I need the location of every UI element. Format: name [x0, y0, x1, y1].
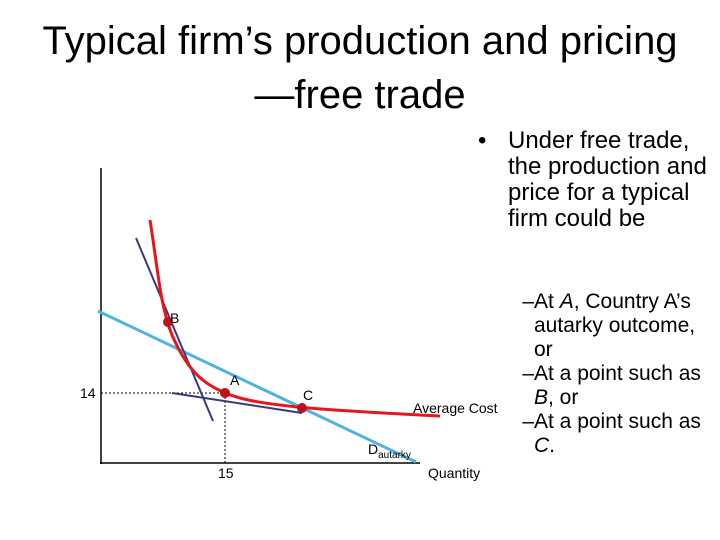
point [163, 317, 173, 327]
text: At [534, 290, 560, 313]
curve-label: Average Cost [413, 400, 498, 416]
text: . [549, 434, 556, 457]
demand-line [97, 309, 417, 464]
slide-title: Typical firm’s production and pricing—fr… [42, 19, 678, 117]
text: C [534, 434, 550, 457]
point [220, 388, 230, 398]
text: B [534, 386, 549, 409]
point-label: B [170, 310, 179, 326]
sub-bullet: At a point such as B, or [500, 362, 712, 410]
point-label: C [303, 387, 313, 403]
subscript: autarky [378, 450, 411, 461]
text: , or [548, 386, 579, 409]
point-label: A [230, 372, 240, 388]
y-value-label: 14 [80, 385, 96, 401]
point [297, 403, 307, 413]
text: At a point such as [534, 410, 701, 433]
text: A [559, 290, 574, 313]
average-cost-curve [148, 219, 441, 418]
sub-bullet: At A, Country A’s autarky outcome, or [500, 290, 712, 362]
x-value-label: 15 [218, 465, 234, 481]
text: At a point such as [534, 362, 701, 385]
bullet: Under free trade, the production and pri… [478, 128, 714, 232]
curve-label: Dautarky [368, 441, 411, 461]
tangent-line [135, 237, 214, 422]
text: D [368, 441, 378, 457]
sub-bullets: At A, Country A’s autarky outcome, or At… [500, 290, 712, 458]
tangent-line [171, 392, 303, 414]
sub-bullet: At a point such as C. [500, 410, 712, 458]
text: , Country A’s autarky outcome, or [534, 290, 696, 361]
axis-label: Quantity [428, 465, 480, 481]
